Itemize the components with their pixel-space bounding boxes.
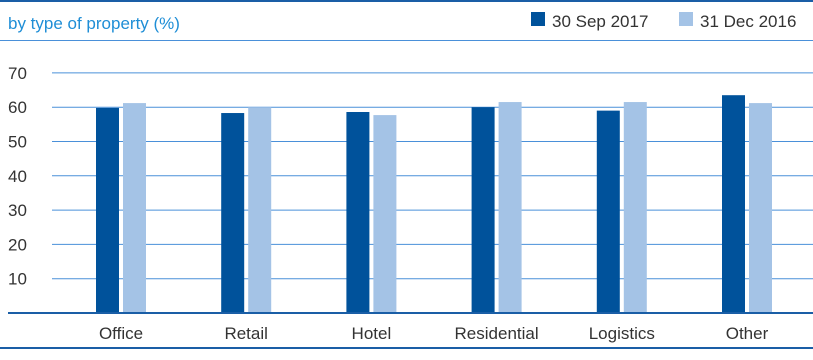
y-tick-label: 60 [8,98,27,117]
bottom-rule [0,347,813,349]
bar-retail-series-2 [248,107,272,313]
x-category-label: Office [99,324,143,343]
chart-title: by type of property (%) [8,14,180,33]
bar-office-series-2 [123,103,146,313]
x-axis-categories: Office Retail Hotel Residential Logistics Oth… [99,324,769,343]
y-tick-label: 70 [8,64,27,83]
title-underline [0,40,813,41]
bar-logistics-series-1 [596,110,620,313]
bar-office-series-1 [96,107,119,313]
legend-label-series-2: 31 Dec 2016 [700,12,796,31]
bar-other-series-2 [749,103,772,313]
bar-hotel-series-1 [346,112,370,313]
x-category-label: Residential [455,324,539,343]
legend-swatch-series-1 [531,12,545,26]
bar-residential-series-2 [498,102,522,314]
legend: 30 Sep 2017 31 Dec 2016 [531,12,796,31]
legend-swatch-series-2 [679,12,693,26]
x-axis-baseline [8,312,813,314]
y-tick-label: 30 [8,201,27,220]
y-axis-ticks: 10 20 30 40 50 60 70 [8,64,27,289]
x-category-label: Other [726,324,769,343]
bar-retail-series-1 [221,113,245,313]
y-tick-label: 20 [8,235,27,254]
bar-logistics-series-2 [623,102,647,314]
y-tick-label: 10 [8,270,27,289]
legend-label-series-1: 30 Sep 2017 [552,12,648,31]
x-category-label: Hotel [352,324,392,343]
bar-residential-series-1 [471,107,495,313]
y-tick-label: 40 [8,167,27,186]
bar-other-series-1 [722,95,745,313]
x-category-label: Logistics [589,324,655,343]
x-category-label: Retail [224,324,267,343]
top-rule [0,0,813,2]
bar-hotel-series-2 [373,115,397,314]
y-tick-label: 50 [8,133,27,152]
gridlines [52,72,813,280]
bars [96,95,772,314]
